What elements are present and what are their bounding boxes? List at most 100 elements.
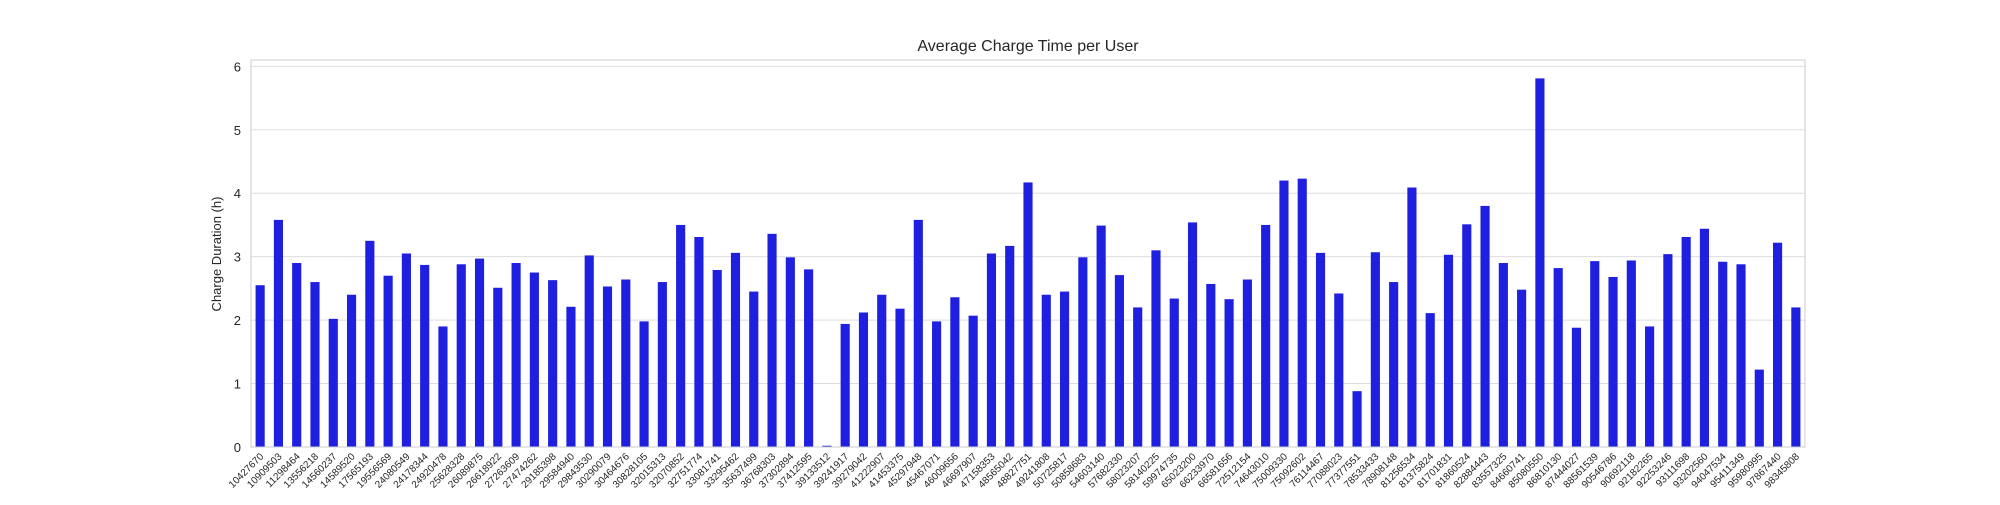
bar-83557325	[1498, 263, 1508, 447]
bar-29843530	[584, 255, 594, 447]
bar-49241808	[1041, 294, 1051, 447]
bar-58023207	[1133, 307, 1143, 447]
bar-94047534	[1718, 261, 1728, 447]
bar-25628328	[456, 264, 466, 447]
bar-65023200	[1187, 222, 1198, 447]
bar-81701831	[1443, 254, 1454, 447]
bar-87444027	[1571, 327, 1582, 447]
bar-47158353	[986, 253, 997, 447]
bar-17565193	[365, 240, 375, 447]
bar-54603140	[1096, 225, 1106, 447]
bars	[255, 78, 1801, 448]
bar-26618922	[493, 287, 503, 447]
bar-33081741	[712, 269, 722, 447]
bar-82884443	[1480, 205, 1490, 447]
bar-72512154	[1242, 279, 1252, 447]
bar-10909503	[273, 219, 283, 447]
y-tick-label: 3	[234, 250, 241, 265]
bar-27263609	[511, 263, 521, 447]
bar-76114467	[1315, 252, 1326, 447]
bar-39133512	[822, 445, 832, 447]
bar-81256534	[1407, 187, 1417, 448]
y-tick-label: 4	[234, 186, 241, 201]
bar-93202560	[1699, 228, 1710, 447]
bar-37302894	[785, 257, 795, 447]
bar-24178344	[420, 264, 430, 447]
bar-81375824	[1425, 313, 1435, 447]
bar-50858683	[1078, 257, 1088, 447]
bar-36768303	[767, 233, 777, 447]
bar-45297948	[913, 219, 923, 447]
bar-26089875	[474, 258, 485, 447]
bar-14560237	[328, 318, 338, 447]
y-tick-label: 5	[234, 123, 241, 138]
bar-57682330	[1114, 275, 1124, 447]
bar-93111698	[1681, 237, 1691, 447]
x-axis-ticks: 1042767010909503112984641355621814560237…	[227, 451, 1802, 491]
y-axis-ticks: 0 1 2 3 4 5 6	[234, 59, 241, 455]
bar-37412595	[804, 269, 814, 447]
bar-10427670	[255, 285, 265, 447]
bar-75092602	[1297, 178, 1307, 448]
bar-32751774	[694, 237, 704, 447]
bar-75009330	[1279, 180, 1289, 447]
bar-95411349	[1736, 264, 1746, 447]
bar-48827751	[1023, 182, 1033, 447]
bar-85080550	[1535, 78, 1545, 447]
bar-95980995	[1754, 369, 1764, 447]
bar-77088023	[1334, 293, 1344, 447]
bar-32015313	[657, 282, 667, 447]
bar-14589520	[346, 294, 357, 447]
bar-58140225	[1151, 250, 1161, 447]
bar-30464676	[621, 279, 631, 447]
bar-41453375	[895, 308, 905, 447]
bar-78908148	[1389, 282, 1399, 447]
bar-46697907	[968, 315, 978, 447]
bar-86810130	[1553, 268, 1563, 447]
bar-29584940	[566, 306, 576, 447]
bar-24080549	[401, 253, 411, 447]
bar-97867440	[1773, 242, 1783, 447]
bar-78533433	[1370, 252, 1380, 447]
bar-48565042	[1005, 245, 1015, 447]
bar-41222907	[877, 294, 887, 447]
y-tick-label: 1	[234, 377, 241, 392]
bar-74643010	[1261, 224, 1271, 447]
bar-66581656	[1224, 299, 1234, 447]
bar-90692118	[1626, 260, 1636, 447]
bar-46009656	[950, 297, 960, 447]
bar-11298464	[292, 263, 302, 447]
plot-frame	[250, 59, 1806, 448]
bar-19556569	[383, 275, 393, 447]
bar-30290079	[602, 286, 613, 447]
bar-30828105	[639, 321, 649, 447]
y-tick-label: 2	[234, 313, 241, 328]
bar-92253246	[1663, 254, 1673, 447]
bar-35637499	[749, 291, 759, 447]
bar-39279042	[858, 312, 869, 447]
bar-27474262	[529, 272, 539, 447]
bar-39241917	[840, 323, 850, 447]
bar-88561539	[1590, 261, 1600, 447]
chart-title: Average Charge Time per User	[917, 38, 1139, 55]
bar-90546786	[1608, 276, 1618, 447]
bar-81860524	[1462, 224, 1472, 447]
bar-24920478	[438, 326, 448, 447]
bar-77377551	[1352, 391, 1362, 447]
bar-59974735	[1169, 298, 1179, 447]
bar-92182265	[1645, 326, 1655, 447]
y-tick-label: 6	[234, 59, 241, 74]
bar-84660741	[1517, 289, 1527, 447]
y-tick-label: 0	[234, 440, 241, 455]
bar-32070852	[676, 224, 686, 447]
bar-66233970	[1206, 283, 1216, 447]
bar-33295462	[730, 252, 741, 447]
bar-29185398	[548, 280, 558, 447]
bar-98345808	[1791, 307, 1801, 447]
bar-50725817	[1059, 291, 1070, 447]
y-axis-label: Charge Duration (h)	[209, 197, 224, 312]
bar-45467071	[932, 321, 942, 447]
bar-13556218	[310, 282, 320, 447]
